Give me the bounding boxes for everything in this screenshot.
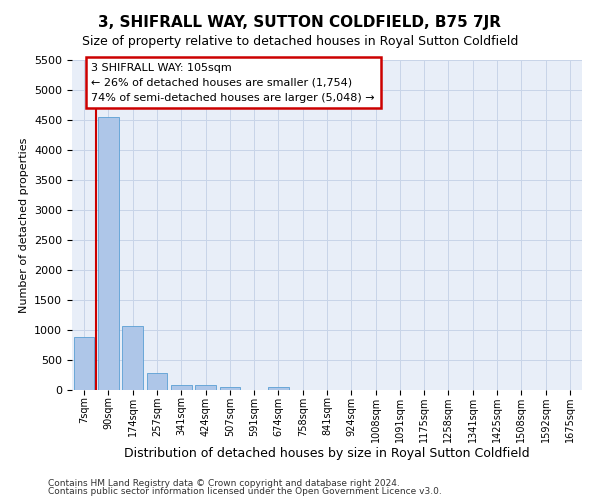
Text: 3, SHIFRALL WAY, SUTTON COLDFIELD, B75 7JR: 3, SHIFRALL WAY, SUTTON COLDFIELD, B75 7… <box>98 15 502 30</box>
Text: 3 SHIFRALL WAY: 105sqm
← 26% of detached houses are smaller (1,754)
74% of semi-: 3 SHIFRALL WAY: 105sqm ← 26% of detached… <box>91 63 375 102</box>
Bar <box>171 384 191 390</box>
Bar <box>268 387 289 390</box>
Bar <box>195 385 216 390</box>
Bar <box>122 326 143 390</box>
X-axis label: Distribution of detached houses by size in Royal Sutton Coldfield: Distribution of detached houses by size … <box>124 448 530 460</box>
Text: Contains public sector information licensed under the Open Government Licence v3: Contains public sector information licen… <box>48 487 442 496</box>
Bar <box>220 387 240 390</box>
Bar <box>146 373 167 390</box>
Y-axis label: Number of detached properties: Number of detached properties <box>19 138 29 312</box>
Bar <box>74 337 94 390</box>
Text: Size of property relative to detached houses in Royal Sutton Coldfield: Size of property relative to detached ho… <box>82 35 518 48</box>
Bar <box>98 117 119 390</box>
Text: Contains HM Land Registry data © Crown copyright and database right 2024.: Contains HM Land Registry data © Crown c… <box>48 478 400 488</box>
